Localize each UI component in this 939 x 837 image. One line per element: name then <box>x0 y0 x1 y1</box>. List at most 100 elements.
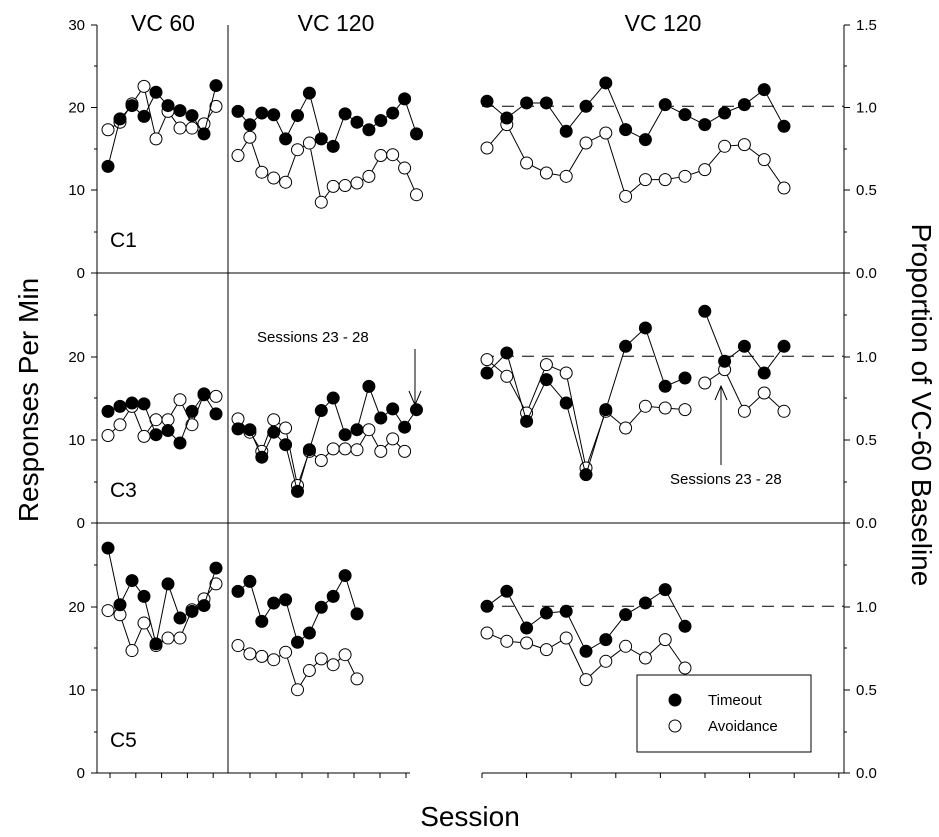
vc120-timeout-c1-point <box>362 123 376 137</box>
vc120-timeout-c1-point <box>279 132 293 146</box>
vc120-timeout-c3-point <box>386 402 400 416</box>
prop-timeout-c1-point <box>757 83 771 97</box>
vc60-timeout-c3-point <box>209 407 223 421</box>
vc60-timeout-c1-point <box>137 109 151 123</box>
vc60-timeout-c1-point <box>125 99 139 113</box>
prop-timeout-c1-point <box>777 119 791 133</box>
vc120-avoidance-c1-point <box>410 188 423 202</box>
vc60-timeout-c3-point <box>137 397 151 411</box>
vc120-avoidance-c3-point <box>362 423 376 437</box>
prop-timeout-c5-point <box>500 584 514 598</box>
vc120-timeout-c5-point <box>291 635 304 649</box>
vc60-avoidance-c3-point <box>185 418 199 432</box>
prop-avoidance-c5-point <box>658 633 672 647</box>
column-header-vc120-left: VC 120 <box>298 10 375 36</box>
prop-timeout-c3-point <box>480 366 494 380</box>
vc60-avoidance-c5-point <box>161 631 175 645</box>
vc120-avoidance-c5-point <box>326 658 340 672</box>
vc60-timeout-c1-point <box>149 85 163 99</box>
vc60-timeout-c5-point <box>137 589 151 603</box>
prop-timeout-c5-point <box>599 633 613 647</box>
annotation-sessions-left: Sessions 23 - 28 <box>257 329 369 346</box>
vc120-timeout-c1-point <box>410 127 423 141</box>
prop-avoidance-c5-point <box>599 654 613 668</box>
vc60-avoidance-c3-point <box>161 413 175 427</box>
vc120-timeout-c3-point <box>267 425 281 439</box>
vc120-timeout-c3-point <box>338 428 352 442</box>
vc60-timeout-c3-point <box>173 436 187 450</box>
right-tick-label: 1.5 <box>856 17 877 34</box>
annotation-arrow-left <box>408 349 422 407</box>
prop-avoidance-c5-point <box>638 651 652 665</box>
vc120-timeout-c5-point <box>243 574 257 588</box>
prop-timeout-c5-point <box>480 599 494 613</box>
vc60-timeout-c1-point <box>185 109 199 123</box>
annotation-sessions-right: Sessions 23 - 28 <box>670 471 782 488</box>
prop-timeout-c5-point <box>678 619 692 633</box>
vc120-avoidance-c3-point <box>267 413 281 427</box>
panel-label-c5: C5 <box>110 729 137 752</box>
right-tick-label: 0.0 <box>856 515 877 532</box>
prop-timeout-c1-point <box>698 118 712 132</box>
vc120-timeout-c3-point <box>398 420 412 434</box>
prop-avoidance-c1-point <box>777 181 791 195</box>
prop-avoidance-c1-point <box>480 141 494 155</box>
vc120-timeout-c3-point <box>279 438 293 452</box>
vc60-timeout-c3-point <box>113 399 127 413</box>
prop-timeout-c3-point <box>718 354 732 368</box>
right-tick-label: 0.5 <box>856 432 877 449</box>
prop-timeout-c3-point <box>658 379 672 393</box>
vc120-avoidance-c1-point <box>267 171 281 185</box>
column-header-vc60: VC 60 <box>131 10 195 36</box>
vc60-timeout-c5-point <box>209 561 223 575</box>
vc60-timeout-c5-point <box>161 577 175 591</box>
vc120-timeout-c1-point <box>314 132 328 146</box>
panel-label-c3: C3 <box>110 479 137 502</box>
prop-avoidance-c5-point <box>500 634 514 648</box>
prop-avoidance-c1-line <box>486 123 785 198</box>
prop-timeout-c5-point <box>539 606 553 620</box>
vc120-timeout-c3-point <box>302 443 316 457</box>
vc60-timeout-c1-point <box>197 127 211 141</box>
prop-avoidance-c1-point <box>619 189 633 203</box>
vc120-timeout-c1-point <box>338 107 352 121</box>
vc60-timeout-c1-point <box>101 159 115 173</box>
vc120-avoidance-c1-point <box>302 136 316 150</box>
prop-avoidance-c1-point <box>658 173 672 187</box>
vc120-timeout-c5-point <box>338 569 352 583</box>
prop-avoidance-c5-point <box>579 673 593 687</box>
vc120-timeout-c3-point <box>291 484 304 498</box>
vc120-avoidance-c1-point <box>255 165 269 179</box>
y-axis-title-right: Proportion of VC-60 Baseline <box>906 224 937 587</box>
prop-timeout-c3-point <box>520 414 534 428</box>
prop-timeout-c5-point <box>579 644 593 658</box>
vc120-timeout-c5-line <box>237 574 358 644</box>
prop-avoidance-c1-point <box>520 156 534 170</box>
vc60-avoidance-c5-point <box>209 577 223 591</box>
prop-timeout-c1-point <box>599 76 613 90</box>
prop-avoidance-c5-point <box>619 639 633 653</box>
vc120-avoidance-c5-point <box>350 672 364 686</box>
vc60-avoidance-c5-point <box>137 616 151 630</box>
prop-timeout-c5-point <box>638 596 652 610</box>
vc120-avoidance-c1-point <box>291 143 304 157</box>
prop-avoidance-c5-point <box>678 661 692 675</box>
vc120-avoidance-c3-point <box>314 454 328 468</box>
left-tick-label: 0 <box>77 265 85 282</box>
prop-timeout-c3-point <box>737 339 751 353</box>
legend-marker-timeout <box>668 693 682 707</box>
vc120-avoidance-c5-point <box>267 653 281 667</box>
vc120-avoidance-c1-point <box>350 176 364 190</box>
vc120-avoidance-c1-point <box>362 169 376 183</box>
vc120-timeout-c1-point <box>350 115 364 129</box>
left-tick-label: 10 <box>68 182 85 199</box>
vc120-avoidance-c3-point <box>338 442 352 456</box>
prop-avoidance-c1-point <box>559 169 573 183</box>
vc60-timeout-c3-point <box>185 404 199 418</box>
axes-layer: 30 20 10 0 20 10 0 20 10 0 1.5 1.0 0.5 0.0 1.0 0.5 0.0 1.… <box>68 17 877 782</box>
vc120-timeout-c5-point <box>302 626 316 640</box>
left-tick-label: 20 <box>68 100 85 117</box>
left-tick-label: 20 <box>68 599 85 616</box>
vc60-timeout-c1-line <box>107 85 217 167</box>
